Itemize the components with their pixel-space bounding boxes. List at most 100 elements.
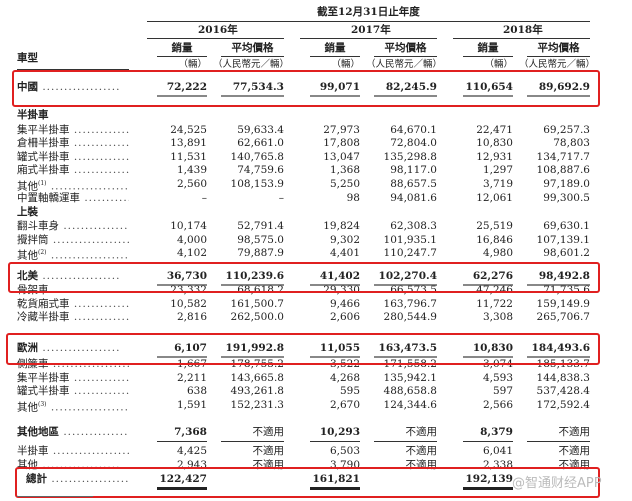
volume-cell: 13,891 <box>170 137 207 149</box>
table-row: 倉柵半掛車 .................. 13,891 62,661.0 17… <box>0 136 632 150</box>
underline <box>310 441 360 442</box>
row-label: 歐洲 .................. <box>17 341 129 355</box>
underline <box>310 284 360 286</box>
volume-cell: 6,041 <box>482 445 513 457</box>
row-label-text: 罐式半掛車 <box>17 151 70 163</box>
row-label-text: 中國 <box>17 81 38 93</box>
avg-price-cell: 191,992.8 <box>225 342 284 354</box>
avg-price-cell: 184,493.6 <box>531 342 590 354</box>
leader-dots: .................. <box>46 249 129 262</box>
row-label-text: 翻斗車身 <box>17 220 59 232</box>
leader-dots: .................. <box>48 445 129 457</box>
underline <box>310 95 360 97</box>
row-label-text: 冷藏半掛車 <box>17 311 70 323</box>
row-label-text: 廂式半掛車 <box>17 164 70 176</box>
avg-price-cell: 82,245.9 <box>385 81 437 93</box>
volume-cell: 22,471 <box>476 124 513 136</box>
volume-cell: 62,276 <box>472 270 513 282</box>
volume-cell: 36,730 <box>166 270 207 282</box>
volume-cell: 161,821 <box>312 473 361 485</box>
volume-cell: 638 <box>186 385 207 397</box>
avg-price-cell: 163,796.7 <box>383 298 437 310</box>
volume-cell: 4,401 <box>329 247 360 259</box>
volume-cell: 2,560 <box>176 178 207 190</box>
row-label: 上裝 <box>17 205 129 219</box>
volume-cell: 110,654 <box>465 81 514 93</box>
volume-cell: 10,582 <box>170 298 207 310</box>
table-row: 冷藏半掛車 .................. 2,816 262,500.0 2,… <box>0 310 632 324</box>
avg-price-cell: 108,887.6 <box>536 164 590 176</box>
footnote-marker: (1) <box>38 180 47 187</box>
volume-cell: 4,102 <box>176 247 207 259</box>
volume-unit: （輛） <box>331 59 360 70</box>
volume-cell: 1,297 <box>482 164 513 176</box>
volume-cell: 23,332 <box>170 284 207 296</box>
volume-cell: 2,566 <box>482 399 513 411</box>
avg-price-cell: 62,308.3 <box>390 220 437 232</box>
volume-cell: 72,222 <box>166 81 207 93</box>
volume-cell: 5,250 <box>329 178 360 190</box>
row-label: 攪拌筒 .................. <box>17 233 129 247</box>
leader-dots: .................. <box>48 234 129 246</box>
table-row: 攪拌筒 .................. 4,000 98,575.0 9,302… <box>0 233 632 247</box>
leader-dots: .................. <box>38 342 121 354</box>
volume-header: 銷量 <box>324 42 346 54</box>
avg-price-cell: 97,189.0 <box>543 178 590 190</box>
double-underline <box>157 487 207 490</box>
avg-price-cell: 79,887.9 <box>237 247 284 259</box>
underline <box>463 441 513 442</box>
avg-price-cell: 不適用 <box>405 445 438 457</box>
volume-cell: 122,427 <box>159 473 208 485</box>
avg-price-cell: 140,765.8 <box>230 151 284 163</box>
volume-cell: 6,107 <box>174 342 207 354</box>
row-label-text: 集平半掛車 <box>17 372 70 384</box>
row-label-text: 半掛車 <box>17 445 49 457</box>
row-label: 總計 .................. <box>26 472 138 486</box>
volume-cell: 9,466 <box>329 298 360 310</box>
row-label: 半掛車 <box>17 108 129 122</box>
table-row: 半掛車 .................. 4,425 不適用 6,503 不適用 6,… <box>0 444 632 458</box>
avg-price-cell: 102,270.4 <box>378 270 437 282</box>
avg-price-cell: 152,231.3 <box>230 399 284 411</box>
north-america-highlight-box <box>8 262 600 293</box>
row-label: 其他(1) .................. <box>17 177 129 194</box>
row-label-text: 半掛車 <box>17 109 49 121</box>
divider <box>310 56 360 57</box>
volume-cell: 10,830 <box>476 137 513 149</box>
volume-cell: 12,061 <box>476 192 513 204</box>
price-unit: （人民幣元／輛） <box>519 59 596 70</box>
underline <box>463 356 513 358</box>
volume-cell: 9,302 <box>329 234 360 246</box>
row-label: 翻斗車身 .................. <box>17 219 129 233</box>
volume-cell: – <box>201 192 207 204</box>
underline <box>527 284 590 286</box>
avg-price-cell: 108,153.9 <box>230 178 284 190</box>
avg-price-cell: 64,670.1 <box>390 124 437 136</box>
avg-price-cell: – <box>278 192 284 204</box>
avg-price-cell: 124,344.6 <box>383 399 437 411</box>
leader-dots: .................. <box>48 284 129 296</box>
footnote-marker: (3) <box>38 401 47 408</box>
underline <box>157 95 207 97</box>
underline <box>221 441 284 442</box>
table-row: 罐式半掛車 .................. 11,531 140,765.8 1… <box>0 150 632 164</box>
avg-price-cell: 69,630.1 <box>543 220 590 232</box>
row-label: 倉柵半掛車 .................. <box>17 136 129 150</box>
underline <box>527 95 590 97</box>
row-label-text: 其他 <box>17 180 38 193</box>
leader-dots: .................. <box>46 401 129 414</box>
avg-price-cell: 99,300.5 <box>543 192 590 204</box>
volume-cell: 25,519 <box>476 220 513 232</box>
volume-cell: 4,425 <box>176 445 207 457</box>
avg-price-cell: 不適用 <box>252 445 285 457</box>
avg-price-cell: 159,149.9 <box>536 298 590 310</box>
leader-dots: .................. <box>73 137 129 149</box>
row-label-text: 骨架車 <box>17 284 49 296</box>
underline <box>463 95 513 97</box>
leader-dots: .................. <box>63 426 129 438</box>
avg-price-cell: 280,544.9 <box>383 311 437 323</box>
volume-cell: 12,931 <box>476 151 513 163</box>
avg-price-cell: 98,601.2 <box>543 247 590 259</box>
row-label-text: 其他 <box>17 401 38 414</box>
